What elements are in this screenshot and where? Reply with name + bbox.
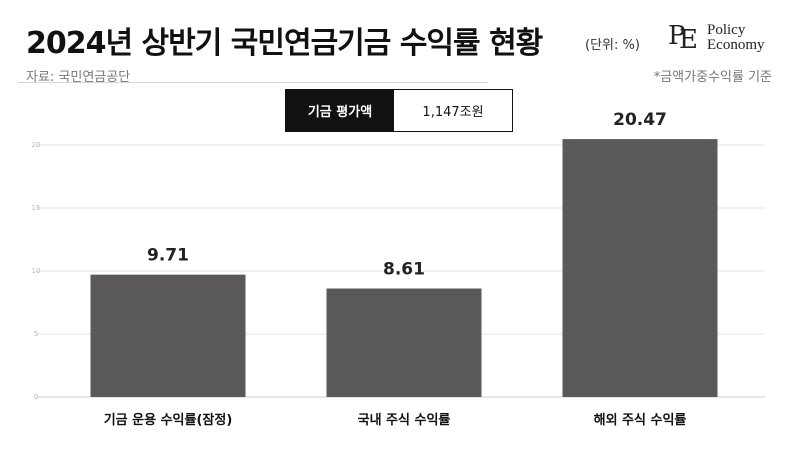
policy-economy-logo: P E Policy Economy <box>668 20 765 56</box>
y-tick-label: 20 <box>32 141 41 149</box>
y-tick-label: 10 <box>32 267 41 275</box>
chart-title: 2024년 상반기 국민연금기금 수익률 현황 <box>26 26 543 61</box>
bar <box>326 288 482 397</box>
bar-value-label: 9.71 <box>147 246 189 266</box>
fund-value-amount: 1,147조원 <box>394 90 512 131</box>
category-label: 국내 주식 수익률 <box>358 412 451 428</box>
logo-text: Policy Economy <box>707 23 765 53</box>
bar <box>562 139 718 397</box>
unit-label: (단위: %) <box>585 38 640 53</box>
bar <box>90 274 246 397</box>
logo-line-2: Economy <box>707 37 765 53</box>
bar-value-label: 8.61 <box>383 260 425 280</box>
fund-value-box: 기금 평가액 1,147조원 <box>285 89 513 132</box>
pe-logo-icon: P E <box>668 21 698 55</box>
bar-value-label: 20.47 <box>613 110 667 130</box>
category-label: 기금 운용 수익률(잠정) <box>104 412 233 428</box>
logo-line-1: Policy <box>707 22 746 38</box>
category-label: 해외 주식 수익률 <box>594 412 687 428</box>
header-divider <box>18 82 488 83</box>
source-note: 자료: 국민연금공단 <box>26 70 131 85</box>
basis-note: *금액가중수익률 기준 <box>653 70 772 85</box>
y-tick-label: 5 <box>34 330 38 338</box>
fund-value-label: 기금 평가액 <box>286 90 394 131</box>
y-tick-label: 15 <box>32 204 41 212</box>
